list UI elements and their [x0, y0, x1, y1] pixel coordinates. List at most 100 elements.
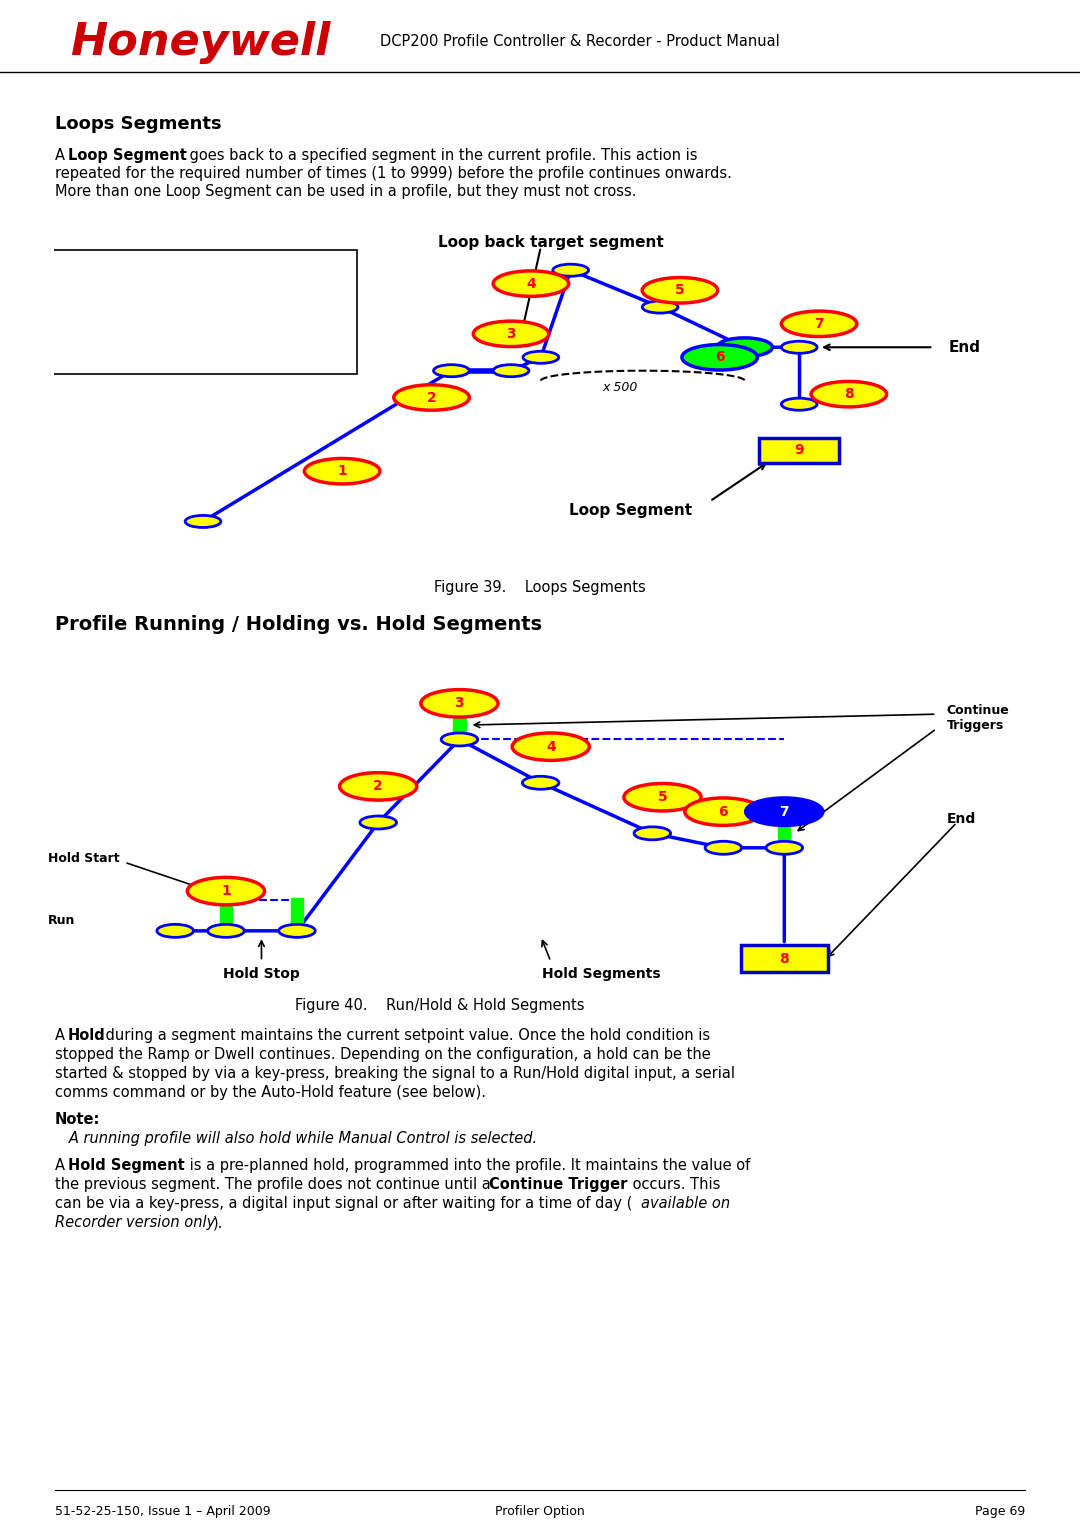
Text: Hold: Hold [68, 1028, 106, 1043]
Circle shape [305, 458, 380, 484]
Circle shape [705, 841, 742, 854]
Text: Example:: Example: [73, 260, 143, 273]
Circle shape [494, 365, 529, 377]
FancyBboxPatch shape [741, 945, 828, 973]
Circle shape [634, 826, 671, 840]
Circle shape [187, 878, 265, 906]
Text: Loop Segment: Loop Segment [569, 502, 692, 518]
Circle shape [766, 841, 802, 854]
Text: Runs segments 1 to 5, then: Runs segments 1 to 5, then [73, 273, 246, 287]
Text: the previous segment. The profile does not continue until a: the previous segment. The profile does n… [55, 1177, 496, 1193]
Text: A: A [55, 1028, 69, 1043]
Text: Hold Segment: Hold Segment [68, 1157, 185, 1173]
Text: A running profile will also hold while Manual Control is selected.: A running profile will also hold while M… [55, 1132, 537, 1145]
Circle shape [643, 301, 678, 313]
Circle shape [781, 399, 818, 411]
Text: comms command or by the Auto-Hold feature (see below).: comms command or by the Auto-Hold featur… [55, 1086, 486, 1099]
Text: 5: 5 [658, 789, 667, 805]
Circle shape [781, 312, 856, 336]
Text: 6: 6 [715, 350, 725, 365]
Bar [779, 815, 791, 852]
Circle shape [339, 773, 417, 800]
Text: Figure 39.    Loops Segments: Figure 39. Loops Segments [434, 580, 646, 596]
Text: Loop back target segment: Loop back target segment [437, 235, 664, 250]
Text: repeats segments 3 to 5 for 500: repeats segments 3 to 5 for 500 [73, 289, 276, 302]
Circle shape [717, 337, 772, 357]
Bar [220, 898, 232, 935]
Circle shape [681, 345, 757, 370]
Text: Page 69: Page 69 [975, 1506, 1025, 1518]
Bar [454, 707, 465, 744]
Circle shape [643, 278, 718, 302]
Text: 2: 2 [374, 779, 383, 794]
Text: is a pre-planned hold, programmed into the profile. It maintains the value of: is a pre-planned hold, programmed into t… [185, 1157, 751, 1173]
Text: 51-52-25-150, Issue 1 – April 2009: 51-52-25-150, Issue 1 – April 2009 [55, 1506, 271, 1518]
Text: Recorder version only: Recorder version only [55, 1215, 215, 1231]
Text: 7: 7 [814, 316, 824, 331]
Text: Note:: Note: [55, 1112, 100, 1127]
Circle shape [360, 815, 396, 829]
Text: 8: 8 [843, 388, 854, 402]
Text: More than one Loop Segment can be used in a profile, but they must not cross.: More than one Loop Segment can be used i… [55, 183, 636, 199]
Text: stopped the Ramp or Dwell continues. Depending on the configuration, a hold can : stopped the Ramp or Dwell continues. Dep… [55, 1048, 711, 1061]
Text: Triggers: Triggers [947, 719, 1004, 731]
Circle shape [811, 382, 887, 406]
Text: 8: 8 [780, 951, 789, 965]
Text: ).: ). [213, 1215, 224, 1231]
Text: DCP200 Profile Controller & Recorder - Product Manual: DCP200 Profile Controller & Recorder - P… [380, 35, 780, 49]
Text: A: A [55, 1157, 69, 1173]
Text: 3: 3 [455, 696, 464, 710]
Text: can be via a key-press, a digital input signal or after waiting for a time of da: can be via a key-press, a digital input … [55, 1196, 633, 1211]
Text: Continue: Continue [947, 704, 1010, 718]
Text: Continue Trigger: Continue Trigger [489, 1177, 627, 1193]
Circle shape [421, 690, 498, 718]
FancyBboxPatch shape [49, 250, 357, 374]
Circle shape [685, 799, 762, 826]
Text: End: End [948, 339, 981, 354]
Circle shape [157, 924, 193, 938]
Text: Loop Segment: Loop Segment [68, 148, 187, 163]
Text: Honeywell: Honeywell [70, 20, 330, 64]
Text: Figure 40.    Run/Hold & Hold Segments: Figure 40. Run/Hold & Hold Segments [295, 999, 584, 1012]
Text: repeated for the required number of times (1 to 9999) before the profile continu: repeated for the required number of time… [55, 166, 732, 182]
Text: 9: 9 [795, 443, 804, 457]
Text: 4: 4 [545, 739, 556, 754]
Text: A: A [55, 148, 69, 163]
Text: 6: 6 [718, 805, 728, 818]
Circle shape [523, 776, 559, 789]
Text: available on: available on [642, 1196, 730, 1211]
Circle shape [473, 321, 549, 347]
Circle shape [394, 385, 470, 411]
Text: x 500: x 500 [603, 380, 638, 394]
Text: Hold Segments: Hold Segments [542, 967, 661, 980]
Circle shape [494, 270, 569, 296]
Circle shape [441, 733, 477, 747]
Circle shape [624, 783, 701, 811]
Circle shape [185, 516, 221, 527]
FancyBboxPatch shape [759, 438, 839, 463]
Text: Hold Stop: Hold Stop [224, 967, 300, 980]
Bar [291, 898, 303, 935]
Text: goes back to a specified segment in the current profile. This action is: goes back to a specified segment in the … [185, 148, 698, 163]
Text: started & stopped by via a key-press, breaking the signal to a Run/Hold digital : started & stopped by via a key-press, br… [55, 1066, 735, 1081]
Text: 5: 5 [675, 284, 685, 298]
Text: Loops Segments: Loops Segments [55, 115, 221, 133]
Text: times, before continuing on to: times, before continuing on to [73, 304, 264, 316]
Text: 1: 1 [221, 884, 231, 898]
Text: during a segment maintains the current setpoint value. Once the hold condition i: during a segment maintains the current s… [102, 1028, 711, 1043]
Text: 1: 1 [337, 464, 347, 478]
Circle shape [523, 351, 558, 363]
Circle shape [207, 924, 244, 938]
Circle shape [512, 733, 590, 760]
Circle shape [433, 365, 470, 377]
Text: 7: 7 [780, 805, 789, 818]
Text: occurs. This: occurs. This [627, 1177, 720, 1193]
Text: 3: 3 [507, 327, 516, 341]
Text: 4: 4 [526, 276, 536, 290]
Text: Run: Run [49, 913, 76, 927]
Text: 2: 2 [427, 391, 436, 405]
Text: Profiler Option: Profiler Option [495, 1506, 585, 1518]
Text: segments 7 to 9,: segments 7 to 9, [73, 319, 179, 331]
Circle shape [781, 341, 818, 353]
Circle shape [279, 924, 315, 938]
